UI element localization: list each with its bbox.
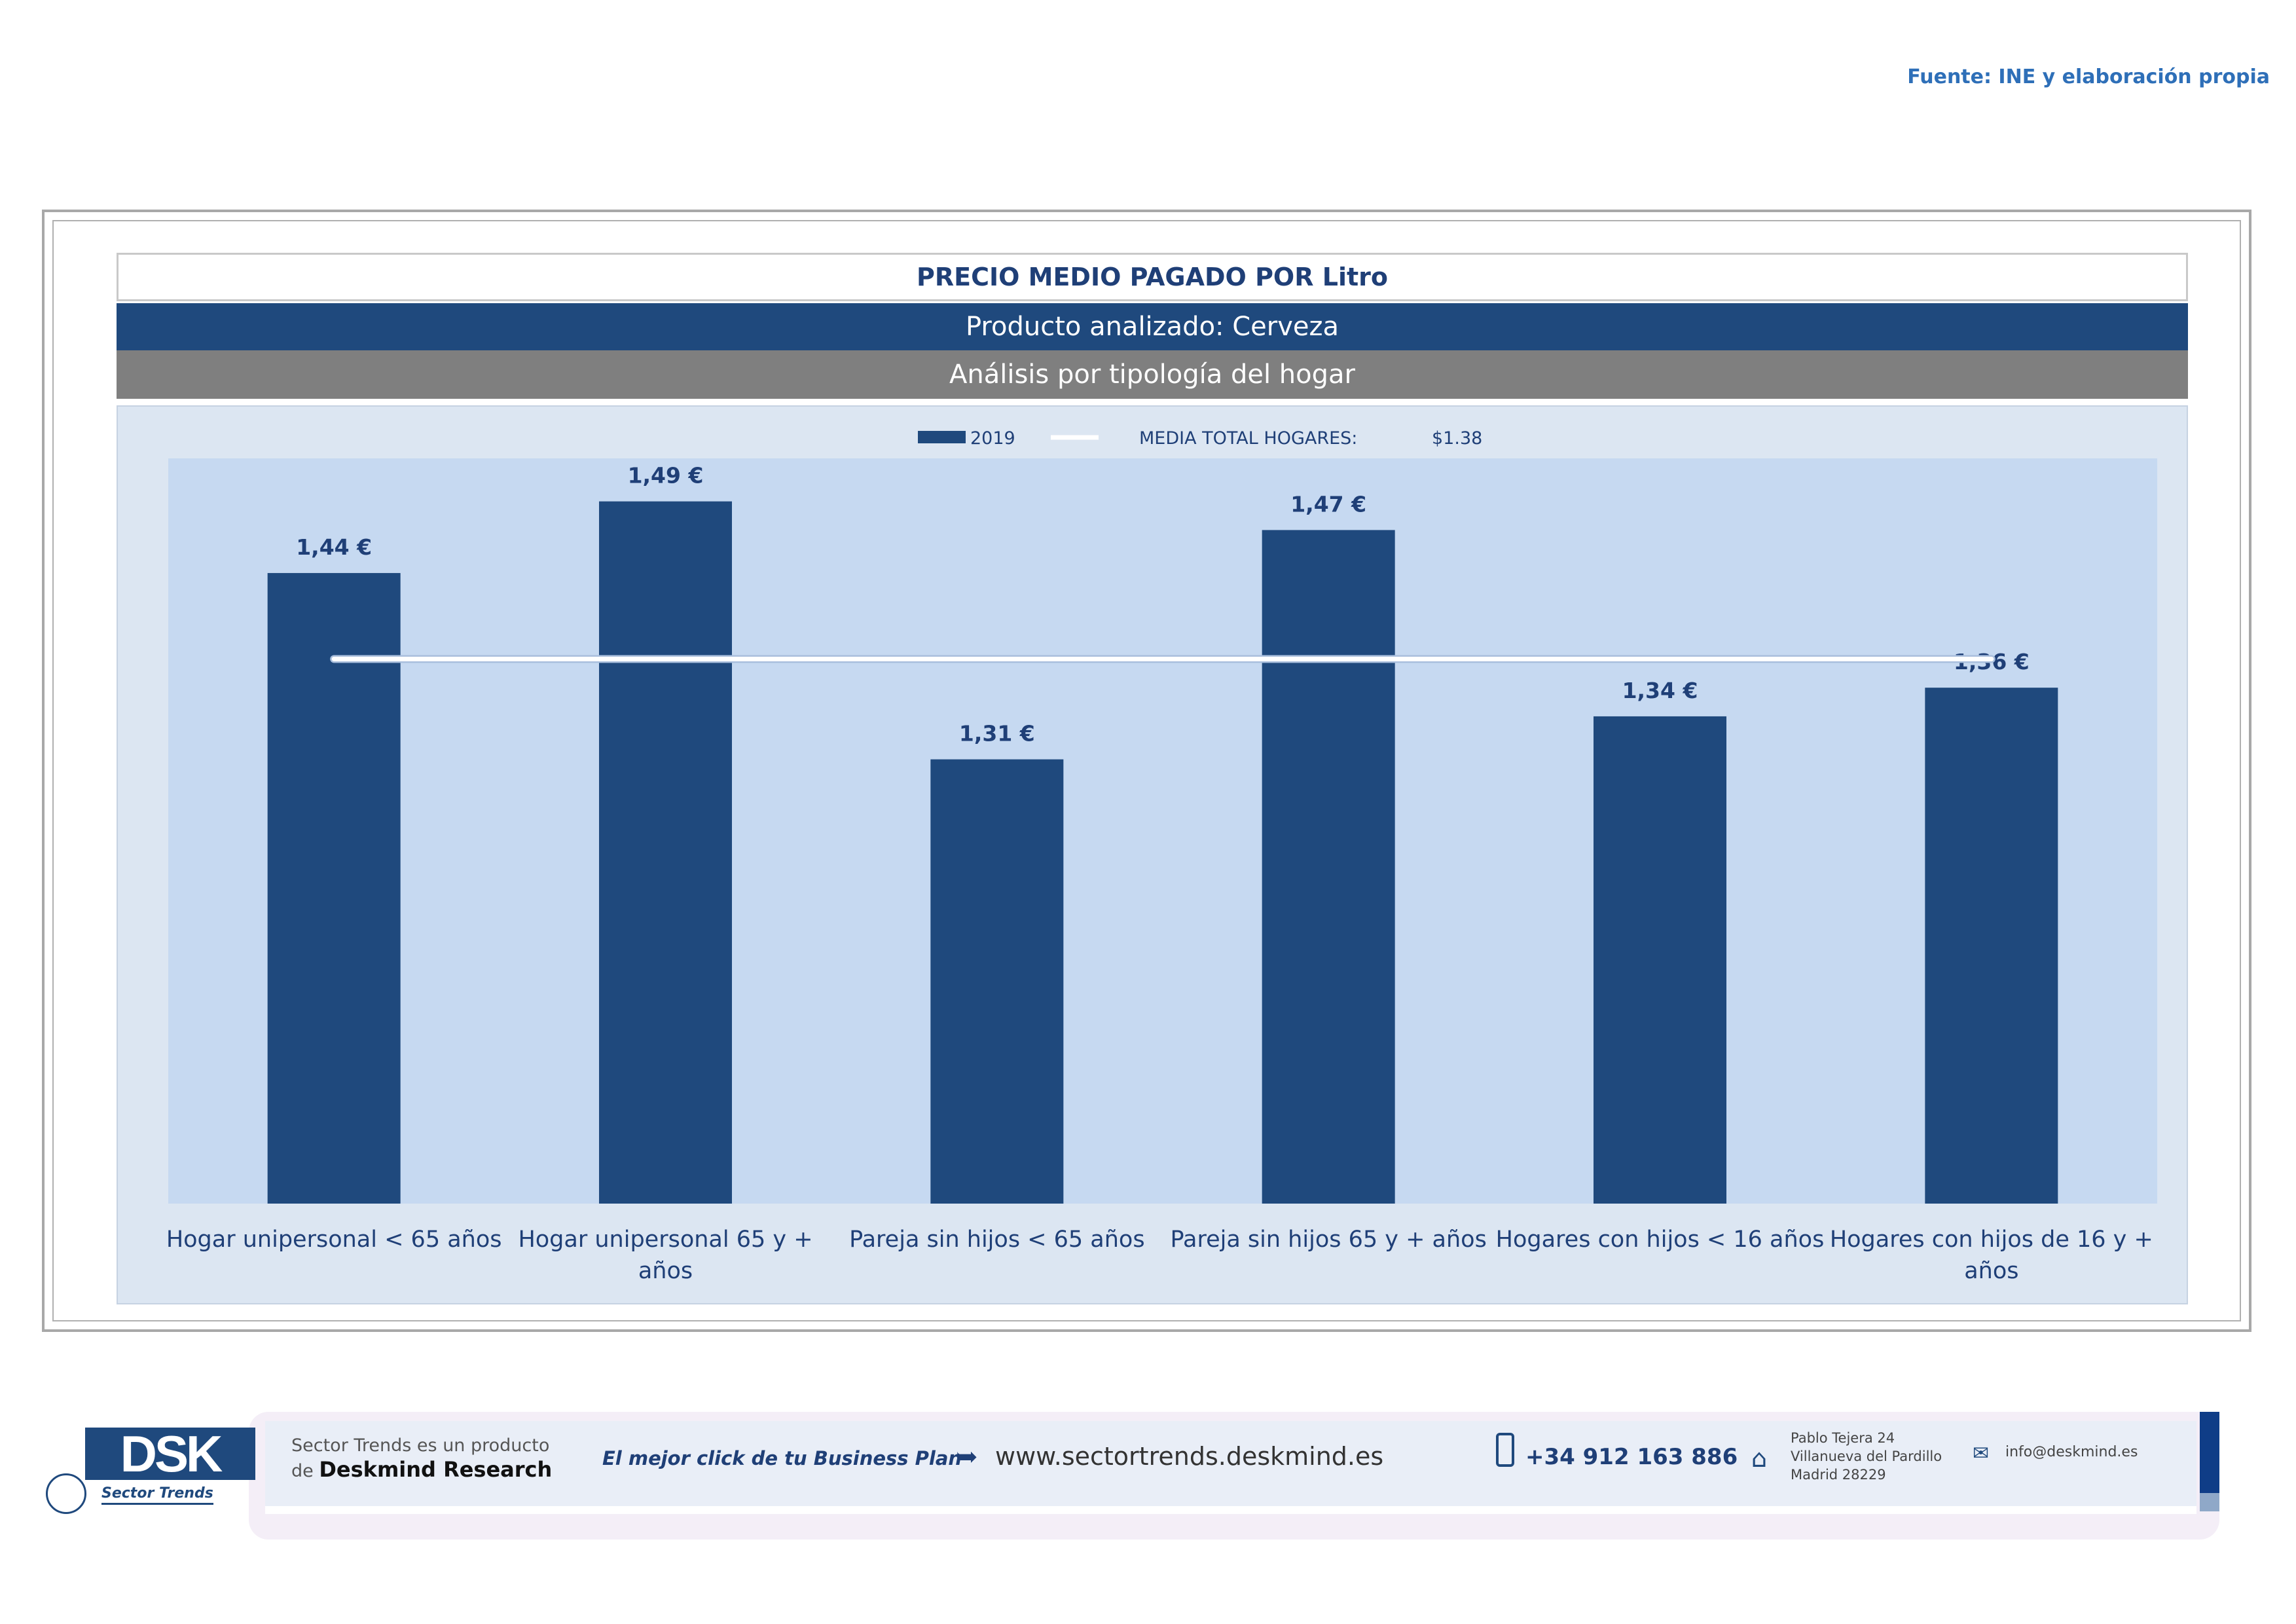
logo-wordmark: DSK — [85, 1425, 255, 1483]
footer: DSK Sector Trends Sector Trends es un pr… — [39, 1408, 2226, 1552]
logo-subtitle: Sector Trends — [101, 1485, 213, 1505]
source-note: Fuente: INE y elaboración propia — [1907, 65, 2270, 88]
address-line: Madrid 28229 — [1791, 1467, 1886, 1483]
legend-average-value: $1.38 — [1432, 428, 1482, 449]
product-line: Sector Trends es un producto — [291, 1435, 550, 1456]
address: Pablo Tejera 24 Villanueva del Pardillo … — [1791, 1429, 1942, 1484]
data-label: 1,47 € — [1290, 491, 1366, 517]
category-label: Hogares con hijos de 16 y + — [1830, 1227, 2153, 1253]
chart-frame-inner — [52, 220, 2241, 1321]
home-icon: ⌂ — [1751, 1444, 1768, 1473]
address-line: Pablo Tejera 24 — [1791, 1430, 1895, 1446]
slogan: El mejor click de tu Business Plan — [602, 1447, 962, 1469]
data-label: 1,49 € — [628, 463, 704, 489]
login-arrow-icon: ➥ — [956, 1442, 978, 1472]
mail-icon: ✉ — [1973, 1442, 1990, 1465]
rocket-icon — [46, 1473, 86, 1514]
category-label: Hogar unipersonal 65 y + — [518, 1227, 812, 1253]
legend-label-average: MEDIA TOTAL HOGARES: — [1139, 428, 1357, 449]
analysis-subtitle: Análisis por tipología del hogar — [117, 350, 2188, 399]
company-line: de Deskmind Research — [291, 1457, 552, 1482]
company-name: Deskmind Research — [319, 1457, 553, 1482]
dsk-logo: DSK Sector Trends — [46, 1425, 255, 1514]
legend-label-2019: 2019 — [970, 428, 1015, 449]
company-prefix: de — [291, 1461, 314, 1481]
product-subtitle: Producto analizado: Cerveza — [117, 303, 2188, 350]
phone-number[interactable]: +34 912 163 886 — [1525, 1444, 1738, 1470]
footer-band-inner — [265, 1421, 2196, 1514]
chart-title: PRECIO MEDIO PAGADO POR Litro — [117, 253, 2188, 301]
category-label: años — [1964, 1258, 2018, 1284]
bar-chart: 1,44 € Hogar unipersonal < 65 años 1,49 € H… — [166, 428, 2157, 1284]
bar — [1262, 530, 1395, 1204]
category-label: Hogares con hijos < 16 años — [1496, 1227, 1825, 1253]
email-link[interactable]: info@deskmind.es — [2005, 1444, 2138, 1460]
chart-area: 1,44 € Hogar unipersonal < 65 años 1,49 € H… — [117, 405, 2188, 1304]
plot-background — [168, 458, 2157, 1204]
data-label: 1,31 € — [959, 721, 1035, 747]
data-label: 1,34 € — [1622, 678, 1698, 703]
bar — [267, 573, 401, 1204]
category-label: Pareja sin hijos < 65 años — [849, 1227, 1145, 1253]
phone-icon — [1496, 1433, 1514, 1467]
address-line: Villanueva del Pardillo — [1791, 1449, 1942, 1464]
website-link[interactable]: www.sectortrends.deskmind.es — [995, 1442, 1384, 1471]
chart-frame: PRECIO MEDIO PAGADO POR Litro Producto a… — [42, 210, 2251, 1332]
footer-accent-tab-light — [2200, 1493, 2219, 1511]
category-label: Pareja sin hijos 65 y + años — [1170, 1227, 1486, 1253]
category-label: Hogar unipersonal < 65 años — [166, 1227, 502, 1253]
bar — [1925, 688, 2058, 1204]
data-label: 1,44 € — [296, 534, 372, 560]
bar — [930, 759, 1064, 1204]
bar — [1594, 716, 1726, 1204]
category-label: años — [638, 1258, 693, 1284]
legend-swatch-2019 — [918, 431, 966, 443]
bar — [599, 501, 732, 1204]
